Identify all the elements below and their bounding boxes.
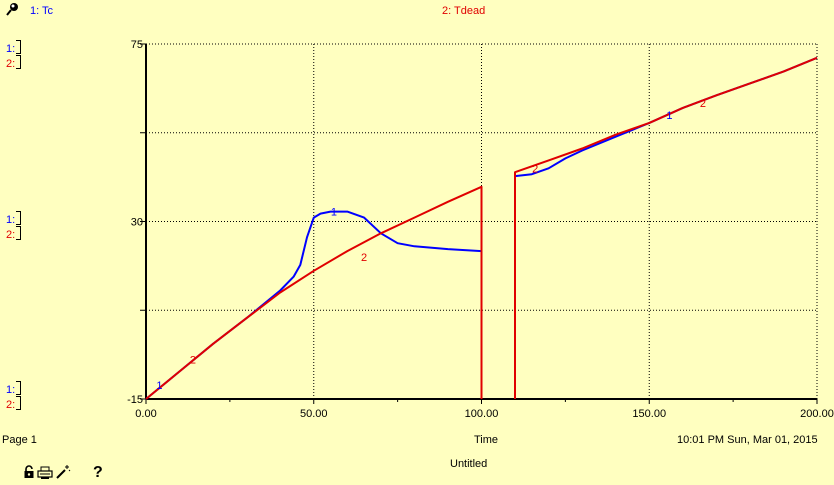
legend-series-tdead: 2: Tdead [442, 5, 486, 17]
side-scale-top: 1: 2: [6, 40, 22, 70]
x-tick-label: 100.00 [465, 408, 499, 420]
side-label-2: 2: [6, 58, 16, 70]
side-scale-middle: 1: 2: [6, 211, 22, 241]
side-label-1: 1: [6, 214, 16, 226]
x-tick-label: 0.00 [135, 408, 156, 420]
side-scale-bottom: 1: 2: [6, 381, 22, 411]
timestamp: 10:01 PM Sun, Mar 01, 2015 [677, 434, 818, 446]
series-line-tdead [145, 56, 818, 400]
x-tick-label: 200.00 [800, 408, 834, 420]
side-label-1: 1: [6, 384, 16, 396]
y-tick-label: 75 [131, 39, 143, 51]
side-label-2: 2: [6, 399, 16, 411]
series-marker-tc: 1 [156, 380, 162, 392]
axes [140, 43, 818, 404]
series-marker-tdead: 2 [532, 163, 538, 175]
series-marker-tdead: 2 [361, 252, 367, 264]
tick-labels: 0.00 50.00 100.00 150.00 200.00 -15 30 75 [127, 39, 834, 420]
series-marker-tc: 1 [666, 110, 672, 122]
help-icon[interactable]: ? [93, 464, 103, 481]
side-label-1: 1: [6, 43, 16, 55]
print-icon[interactable] [37, 466, 53, 480]
pin-icon[interactable] [6, 2, 20, 16]
wand-icon[interactable] [55, 464, 71, 480]
y-tick-label: 30 [131, 217, 143, 229]
page-number: Page 1 [2, 434, 37, 446]
series-markers: 1 1 1 2 2 2 2 [156, 98, 706, 392]
legend-series-tc: 1: Tc [30, 5, 54, 17]
graph-plot: 0.00 50.00 100.00 150.00 200.00 -15 30 75 1 1 1 2 2… [127, 39, 834, 420]
y-tick-label: -15 [127, 394, 143, 406]
series-marker-tdead: 2 [700, 98, 706, 110]
series-marker-tdead: 2 [190, 355, 196, 367]
x-tick-label: 50.00 [300, 408, 328, 420]
side-label-2: 2: [6, 229, 16, 241]
series-lines [145, 56, 818, 400]
x-tick-label: 150.00 [632, 408, 666, 420]
lock-icon[interactable] [23, 465, 35, 479]
document-title: Untitled [450, 458, 488, 470]
series-marker-tc: 1 [331, 207, 337, 219]
x-axis-label: Time [474, 434, 499, 446]
